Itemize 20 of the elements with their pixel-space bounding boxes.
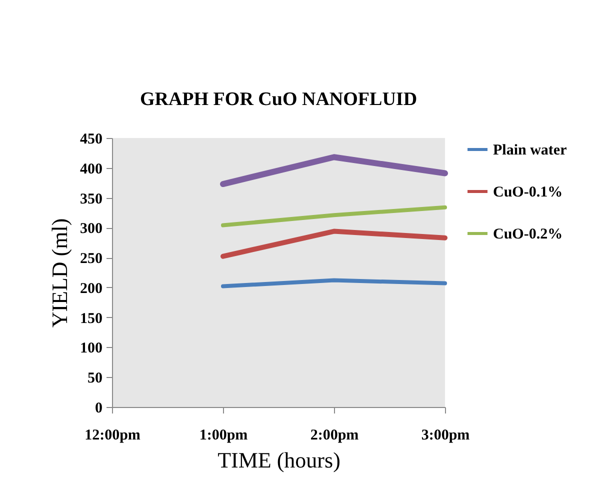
y-axis-title: YIELD (ml) — [47, 218, 72, 328]
y-tick-label: 200 — [80, 280, 102, 297]
y-tick-label: 450 — [80, 132, 102, 148]
x-tick-label: 3:00pm — [421, 428, 470, 444]
y-tick-label: 400 — [80, 161, 102, 178]
legend-label: Plain water — [493, 142, 568, 158]
y-tick-label: 250 — [80, 251, 102, 268]
x-tick-label: 2:00pm — [310, 428, 360, 444]
legend-label: CuO-0.1% — [493, 184, 563, 200]
y-tick-label: 150 — [80, 310, 102, 327]
y-tick-label: 350 — [80, 191, 102, 208]
x-tick-label: 12:00pm — [84, 428, 141, 444]
x-axis-title: TIME (hours) — [218, 448, 340, 472]
y-tick-label: 100 — [80, 340, 102, 357]
chart-title: GRAPH FOR CuO NANOFLUID — [140, 89, 418, 110]
y-tick-label: 0 — [95, 400, 102, 416]
legend-label: CuO-0.2% — [493, 226, 563, 242]
y-tick-label: 300 — [80, 221, 102, 238]
x-tick-label: 1:00pm — [199, 428, 248, 444]
y-tick-label: 50 — [88, 370, 102, 387]
